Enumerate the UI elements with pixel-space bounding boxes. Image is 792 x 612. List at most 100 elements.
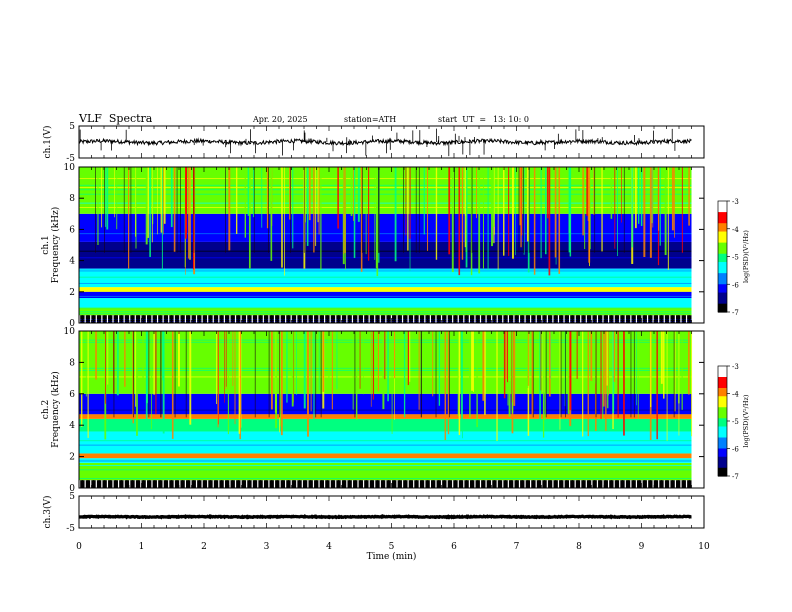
ch2-spectrogram-sferic [513, 331, 516, 406]
colorbar-tick-label: -5 [732, 254, 739, 262]
ch1-spectrogram-sferic [554, 167, 557, 258]
ch2-spectrogram-sferic [438, 331, 441, 406]
colorbar-cell [718, 281, 727, 285]
ch2-spectrogram-sferic [689, 331, 692, 386]
ch1-spectrogram-sferic [451, 167, 454, 273]
ch1-spectrogram-sferic [515, 167, 516, 256]
ch2-spectrogram-spike-dark [565, 331, 566, 418]
ch1-spectrogram-lf-hatch [504, 315, 507, 323]
ch3-waveform-ytick-label: 5 [69, 492, 75, 502]
ch1-spectrogram-spike-dark [471, 167, 473, 253]
ch1-spectrogram-spike-dark [623, 167, 625, 253]
ch2-spectrogram-sferic [151, 331, 152, 430]
x-tick-label: 6 [451, 542, 457, 552]
ch2-spectrogram-lf-hatch [120, 480, 122, 488]
ch2-spectrogram-lf-hatch [296, 480, 298, 488]
colorbar-cell [718, 451, 727, 455]
ch2-spectrogram-spike-dark [160, 331, 162, 418]
colorbar-cell [718, 248, 727, 252]
ch1-spectrogram-lf-hatch [491, 315, 493, 323]
x-tick-label: 8 [576, 542, 582, 552]
ch2-spectrogram-lf-hatch [154, 480, 156, 488]
ch2-spectrogram-lf-hatch [685, 480, 688, 488]
ch2-spectrogram-lf-hatch [190, 480, 192, 488]
ch1-spectrogram-lf-hatch [591, 315, 593, 323]
ch1-spectrogram-sferic [106, 167, 109, 230]
ch2-spectrogram-sferic [472, 331, 474, 392]
ch1-spectrogram-lf-hatch [109, 315, 111, 323]
ch1-spectrogram-sferic [163, 167, 166, 224]
ch2-spectrogram-sferic [637, 331, 639, 419]
colorbar-cell [718, 245, 727, 249]
colorbar-tick-label: -4 [732, 391, 739, 399]
ch1-spectrogram-lf-hatch [530, 315, 532, 323]
ch2-spectrogram-lf-hatch [198, 480, 200, 488]
ch2-spectrogram-sferic [331, 331, 333, 410]
ch2-spectrogram-lf-hatch [552, 480, 554, 488]
ch1-spectrogram-band-row [79, 189, 692, 191]
ch1-spectrogram-sferic [405, 167, 407, 236]
ch2-spectrogram-lf-hatch [123, 480, 125, 488]
ch1-spectrogram-lf-hatch [465, 315, 468, 323]
ch1-spectrogram-lf-hatch [594, 315, 596, 323]
ch2-spectrogram-sferic [613, 331, 616, 382]
ch1-spectrogram-sferic [248, 167, 251, 269]
ch1-spectrogram-sferic [135, 167, 137, 249]
ch1-spectrogram-lf-hatch [131, 315, 134, 323]
colorbar-cell [718, 434, 727, 439]
ch1-spectrogram-spike-dark [594, 167, 596, 253]
ch1-spectrogram-sferic [407, 167, 409, 251]
colorbar-cell [718, 407, 727, 411]
ch2-spectrogram-sferic [496, 331, 498, 441]
ch1-spectrogram-lf-hatch [207, 315, 209, 323]
ch2-spectrogram-lf-hatch [346, 480, 348, 488]
ch1-spectrogram-lf-hatch [190, 315, 192, 323]
ch2-spectrogram-spike-dark [560, 331, 562, 418]
ch1-spectrogram-sferic [652, 167, 654, 228]
colorbar-cell [718, 366, 727, 370]
x-tick-label: 9 [639, 542, 645, 552]
ch2-spectrogram-lf-hatch [538, 480, 540, 488]
ch1-spectrogram-lf-hatch [582, 315, 585, 323]
ch1-spectrogram-band-row [79, 241, 692, 243]
ch1-spectrogram-lf-hatch [440, 315, 443, 323]
ch2-spectrogram-sferic [81, 331, 83, 427]
ch1-spectrogram-sferic [244, 167, 247, 238]
ch1-spectrogram-lf-hatch [273, 315, 276, 323]
ch2-spectrogram-spike-dark [633, 331, 635, 418]
ch1-spectrogram-spike-dark [523, 167, 524, 253]
ch1-spectrogram-lf-hatch [538, 315, 540, 323]
ch1-spectrogram-lf-hatch [173, 315, 175, 323]
ch2-spectrogram-sferic [328, 331, 330, 394]
ch2-spectrogram-sferic [155, 331, 157, 415]
colorbar-cell [718, 253, 727, 258]
ch2-spectrogram-lf-hatch [521, 480, 523, 488]
ch2-spectrogram-band-row [79, 460, 692, 462]
ch2-spectrogram-band-row [79, 467, 692, 469]
ch1-spectrogram-sferic [320, 167, 322, 270]
ch2-spectrogram-spike-dark [174, 331, 176, 418]
ch2-spectrogram-lf-hatch [385, 480, 387, 488]
ch1-spectrogram-lf-hatch [571, 315, 573, 323]
colorbar-cell [718, 262, 727, 266]
ch1-spectrogram-sferic [558, 167, 561, 274]
ch2-spectrogram-lf-hatch [582, 480, 585, 488]
ch2-spectrogram-spike-dark [448, 331, 450, 418]
ch1-spectrogram-lf-hatch [79, 315, 81, 323]
ch2-spectrogram-sferic [511, 331, 514, 414]
ch2-spectrogram-sferic [280, 331, 283, 436]
ch1-spectrogram-band-row [79, 313, 692, 315]
ch1-spectrogram-lf-hatch [282, 315, 284, 323]
ch1-spectrogram-lf-hatch [685, 315, 688, 323]
ch1-spectrogram-lf-hatch [315, 315, 317, 323]
colorbar-label: log(PSD)(V²/Hz) [742, 230, 750, 283]
ch2-spectrogram-lf-hatch [379, 480, 381, 488]
ch1-spectrogram-sferic [116, 167, 118, 230]
ch2-spectrogram-lf-hatch [362, 480, 365, 488]
ch1-spectrogram-lf-hatch [220, 315, 223, 323]
ch1-spectrogram-lf-hatch [279, 315, 281, 323]
ch1-spectrogram-lf-hatch [257, 315, 259, 323]
ch1-spectrogram-lf-hatch [555, 315, 557, 323]
ch2-spectrogram-lf-hatch [254, 480, 256, 488]
ch1-spectrogram-lf-hatch [165, 315, 167, 323]
